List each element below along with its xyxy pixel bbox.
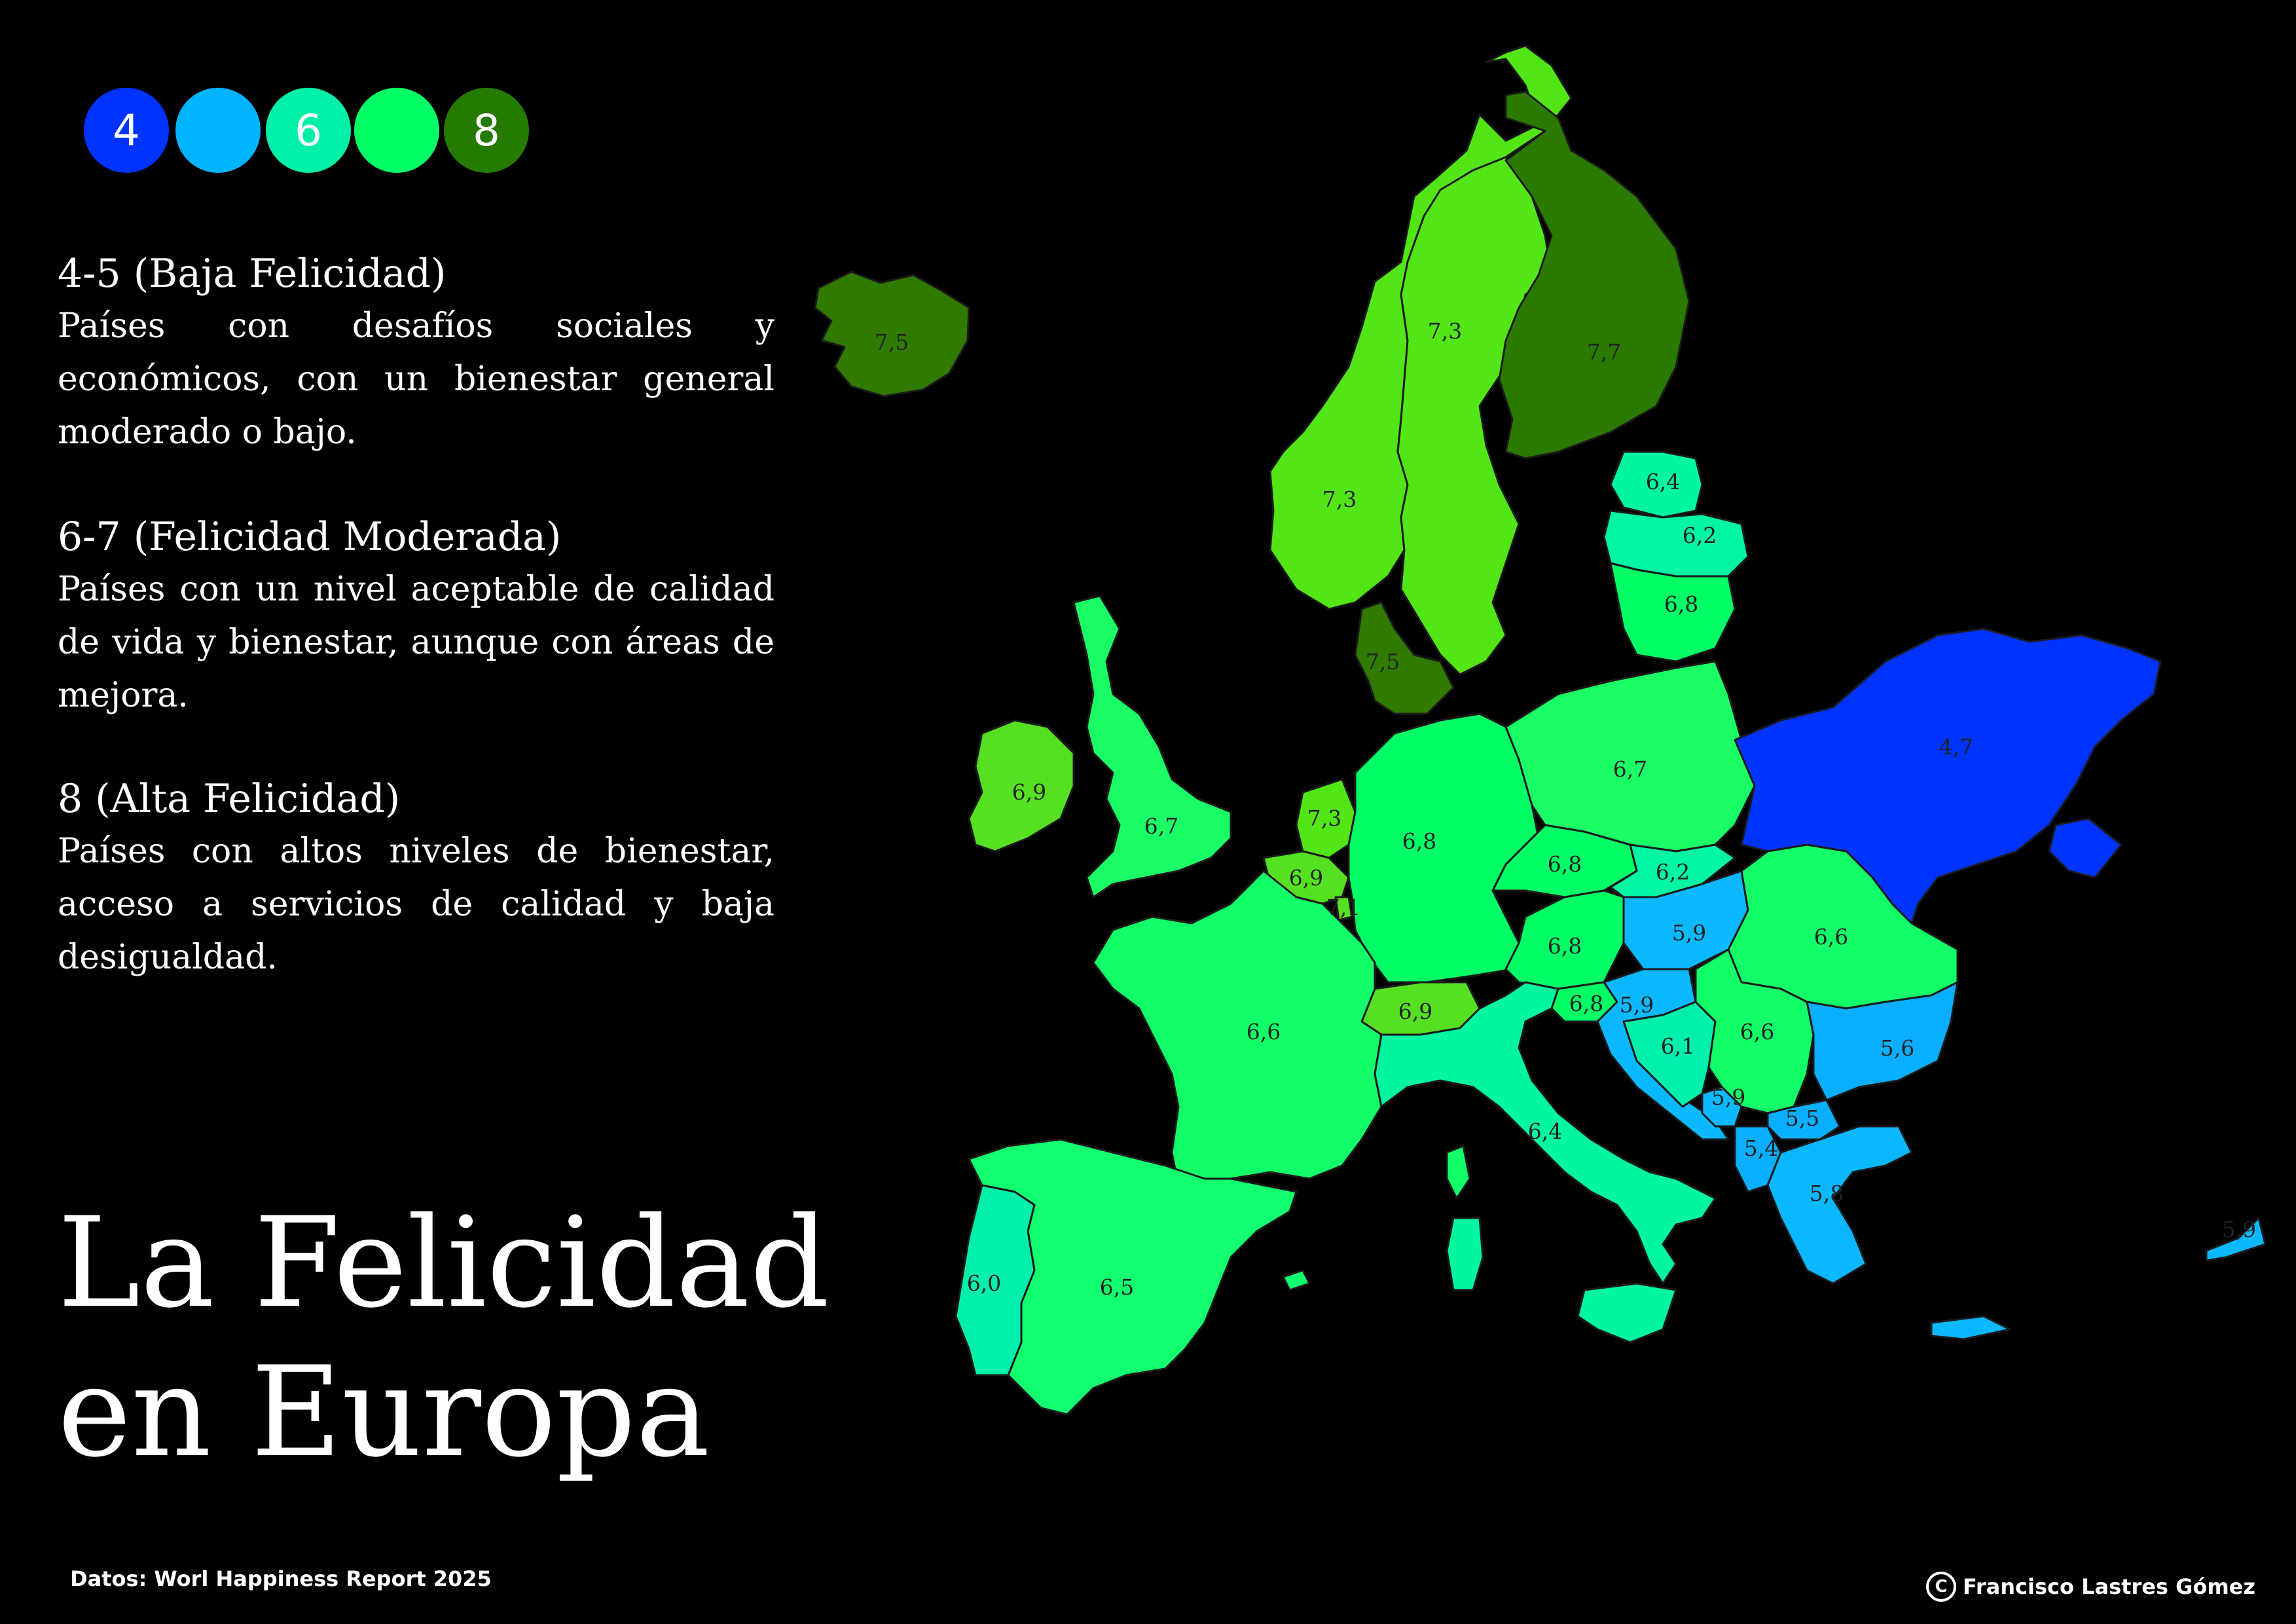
region-luxembourg[interactable] <box>1334 896 1353 921</box>
region-label-portugal: 6,0 <box>967 1270 1001 1296</box>
region-ireland[interactable] <box>968 719 1075 853</box>
region-label-austria: 6,8 <box>1548 933 1582 959</box>
legend-dot-7 <box>354 88 439 173</box>
region-label-finland: 7,7 <box>1587 339 1621 365</box>
region-label-denmark: 7,5 <box>1366 649 1400 674</box>
category-high-text: Países con altos niveles de bienestar, a… <box>58 832 774 977</box>
region-france[interactable] <box>1092 870 1383 1193</box>
region-label-bosnia: 6,1 <box>1661 1033 1695 1059</box>
region-label-luxembourg: 7,1 <box>1326 895 1360 920</box>
region-label-north-macedonia: 5,5 <box>1785 1105 1819 1131</box>
category-moderate-heading: 6-7 (Felicidad Moderada) <box>58 514 562 560</box>
region-label-czechia: 6,8 <box>1548 851 1582 877</box>
region-label-belgium: 6,9 <box>1289 865 1323 891</box>
legend-dot-5 <box>175 88 261 173</box>
credit: C Francisco Lastres Gómez <box>1926 1572 2255 1602</box>
region-label-hungary: 5,9 <box>1672 920 1706 946</box>
category-low-heading: 4-5 (Baja Felicidad) <box>58 251 446 297</box>
region-label-norway: 7,3 <box>1322 487 1357 512</box>
category-high-heading: 8 (Alta Felicidad) <box>58 776 401 822</box>
region-finland[interactable] <box>1498 90 1690 460</box>
category-low: 4-5 (Baja Felicidad) Países con desafíos… <box>58 248 774 459</box>
region-sardinia[interactable] <box>1446 1217 1484 1291</box>
region-label-latvia: 6,2 <box>1683 523 1717 548</box>
region-label-slovenia: 6,8 <box>1569 991 1603 1016</box>
region-label-lithuania: 6,8 <box>1664 591 1698 617</box>
region-label-iceland: 7,5 <box>875 329 909 355</box>
legend-dot-6: 6 <box>266 88 351 173</box>
region-crimea[interactable] <box>2048 817 2123 879</box>
region-germany[interactable] <box>1347 712 1540 984</box>
region-label-france: 6,6 <box>1247 1019 1281 1044</box>
region-corsica[interactable] <box>1446 1145 1471 1200</box>
region-label-croatia: 5,9 <box>1620 992 1654 1018</box>
legend-dot-4: 4 <box>84 88 169 173</box>
color-scale-legend: 4 6 8 <box>84 88 542 173</box>
region-italy[interactable] <box>1374 981 1717 1285</box>
region-greece[interactable] <box>1766 1125 1913 1285</box>
region-label-montenegro: 5,9 <box>1711 1084 1745 1110</box>
region-label-spain: 6,5 <box>1100 1274 1134 1300</box>
page-title: La Felicidad en Europa <box>58 1189 829 1487</box>
region-sweden[interactable] <box>1396 156 1553 676</box>
region-label-cyprus: 5,9 <box>2222 1217 2256 1242</box>
credit-name: Francisco Lastres Gómez <box>1963 1574 2255 1599</box>
region-label-italy: 6,4 <box>1528 1118 1562 1144</box>
region-label-serbia: 6,6 <box>1740 1019 1774 1044</box>
title-line-1: La Felicidad <box>58 1190 829 1335</box>
title-line-2: en Europa <box>58 1340 710 1485</box>
region-balearic[interactable] <box>1282 1269 1311 1291</box>
copyright-icon: C <box>1926 1572 1957 1602</box>
region-label-albania: 5,4 <box>1744 1135 1778 1161</box>
region-label-ireland: 6,9 <box>1012 779 1046 805</box>
category-moderate: 6-7 (Felicidad Moderada) Países con un n… <box>58 511 774 722</box>
region-label-uk: 6,7 <box>1144 813 1178 839</box>
region-bulgaria[interactable] <box>1806 981 1959 1101</box>
region-label-bulgaria: 5,6 <box>1880 1035 1914 1061</box>
region-cyprus[interactable] <box>2205 1217 2267 1262</box>
region-portugal[interactable] <box>955 1184 1036 1376</box>
region-label-sweden: 7,3 <box>1428 318 1462 344</box>
region-iceland[interactable] <box>814 270 970 397</box>
region-crete[interactable] <box>1930 1315 2011 1340</box>
region-label-estonia: 6,4 <box>1646 469 1680 494</box>
region-label-germany: 6,8 <box>1402 828 1436 854</box>
legend-dot-8: 8 <box>444 88 529 173</box>
data-source: Datos: Worl Happiness Report 2025 <box>70 1566 492 1591</box>
region-label-romania: 6,6 <box>1814 924 1848 950</box>
category-low-text: Países con desafíos sociales y económico… <box>58 306 774 452</box>
category-moderate-text: Países con un nivel aceptable de calidad… <box>58 570 774 715</box>
region-poland[interactable] <box>1504 660 1756 853</box>
region-estonia[interactable] <box>1609 451 1704 519</box>
region-label-greece: 5,8 <box>1810 1181 1844 1206</box>
region-bosnia[interactable] <box>1622 1001 1717 1108</box>
region-sicily[interactable] <box>1576 1282 1677 1344</box>
region-label-slovakia: 6,2 <box>1656 859 1690 885</box>
region-lithuania[interactable] <box>1609 562 1736 663</box>
region-uk[interactable] <box>1072 595 1232 898</box>
region-denmark[interactable] <box>1354 601 1455 715</box>
region-netherlands[interactable] <box>1295 778 1357 859</box>
region-label-netherlands: 7,3 <box>1307 805 1341 831</box>
region-label-switzerland: 6,9 <box>1398 999 1432 1024</box>
category-high: 8 (Alta Felicidad) Países con altos nive… <box>58 773 774 984</box>
region-label-ukraine: 4,7 <box>1939 734 1973 760</box>
region-label-poland: 6,7 <box>1613 756 1647 782</box>
